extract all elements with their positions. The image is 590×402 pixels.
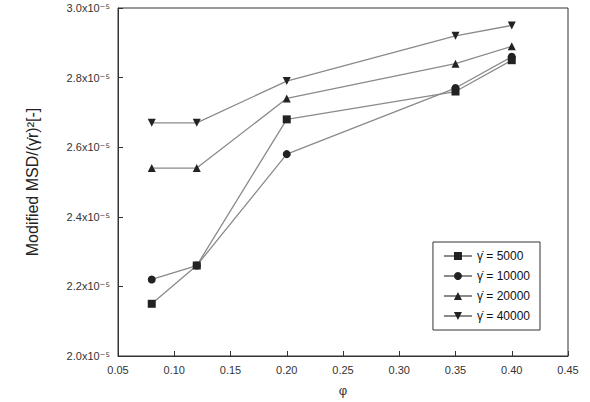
svg-text:0.25: 0.25 — [332, 364, 353, 376]
svg-text:0.20: 0.20 — [276, 364, 297, 376]
svg-text:2.8x10⁻⁵: 2.8x10⁻⁵ — [67, 72, 110, 84]
svg-text:2.0x10⁻⁵: 2.0x10⁻⁵ — [67, 350, 110, 362]
svg-text:2.6x10⁻⁵: 2.6x10⁻⁵ — [67, 141, 110, 153]
svg-text:γ̇ = 10000: γ̇ = 10000 — [477, 269, 530, 283]
svg-text:0.30: 0.30 — [389, 364, 410, 376]
svg-text:0.15: 0.15 — [220, 364, 241, 376]
svg-text:0.35: 0.35 — [445, 364, 466, 376]
svg-text:0.40: 0.40 — [501, 364, 522, 376]
svg-text:γ̇ = 20000: γ̇ = 20000 — [477, 289, 530, 303]
svg-text:3.0x10⁻⁵: 3.0x10⁻⁵ — [67, 2, 110, 14]
svg-text:2.2x10⁻⁵: 2.2x10⁻⁵ — [67, 280, 110, 292]
svg-text:γ̇ = 40000: γ̇ = 40000 — [477, 309, 530, 323]
svg-text:0.10: 0.10 — [164, 364, 185, 376]
svg-text:γ̇ = 5000: γ̇ = 5000 — [477, 249, 524, 263]
svg-text:0.05: 0.05 — [107, 364, 128, 376]
svg-text:2.4x10⁻⁵: 2.4x10⁻⁵ — [67, 211, 110, 223]
svg-text:φ: φ — [339, 383, 347, 398]
svg-text:Modified MSD/(γ̇r)²[-]: Modified MSD/(γ̇r)²[-] — [24, 108, 41, 256]
svg-text:0.45: 0.45 — [557, 364, 578, 376]
